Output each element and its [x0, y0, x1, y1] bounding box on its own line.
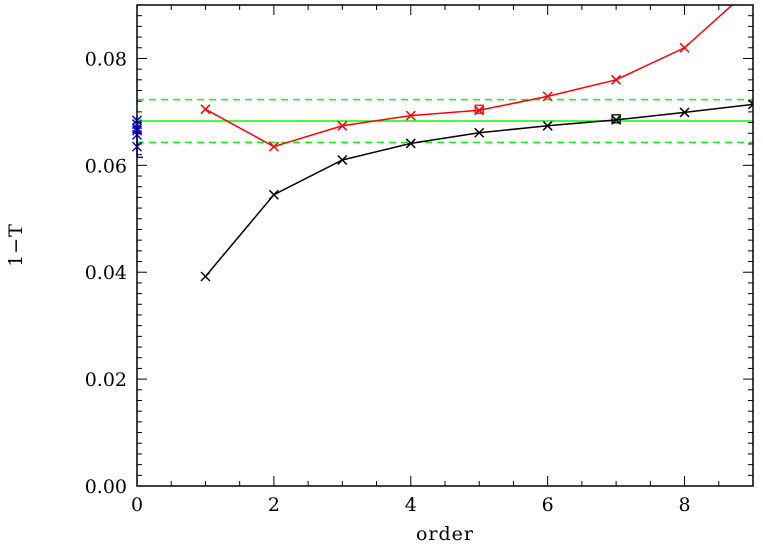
- axis-ticks: [136, 4, 754, 487]
- series-1-point-4: [405, 138, 416, 149]
- series-2-point-1: [200, 104, 211, 115]
- plot-frame: [136, 4, 754, 487]
- series-1-point-1-stroke-b: [200, 271, 211, 282]
- series-2-line: [205, 5, 734, 148]
- series-2-square-marker: [474, 104, 484, 114]
- series-1-point-8-stroke-b: [679, 107, 690, 118]
- x-axis-label: order: [416, 523, 474, 545]
- y-tick-label-3: 0.06: [85, 155, 127, 177]
- y-axis-label: 1−T: [5, 223, 27, 267]
- series-2-point-7: [611, 74, 622, 85]
- series-2-point-2: [268, 141, 279, 152]
- series-1: [200, 99, 753, 282]
- x-tick-label-4: 8: [679, 494, 691, 516]
- reference-lines: [137, 98, 753, 144]
- series-1-point-6: [542, 120, 553, 131]
- series-1-point-9-stroke-b: [747, 103, 753, 110]
- series-2-point-4: [405, 110, 416, 121]
- series-2-point-4-stroke-b: [405, 110, 416, 121]
- y-tick-label-4: 0.08: [85, 48, 127, 70]
- x-tick-label-0: 0: [131, 494, 143, 516]
- x-tick-label-2: 4: [405, 494, 417, 516]
- y-tick-label-2: 0.04: [85, 262, 127, 284]
- series-2-point-2-stroke-b: [268, 141, 279, 152]
- x-tick-label-3: 6: [542, 494, 554, 516]
- series-1-point-6-stroke-b: [542, 120, 553, 131]
- x-tick-label-1: 2: [268, 494, 280, 516]
- series-1-point-5: [474, 127, 485, 138]
- series-1-square-marker: [611, 114, 621, 124]
- series-1-point-2-stroke-b: [268, 189, 279, 200]
- series-1-point-8: [679, 107, 690, 118]
- series-1-point-3-stroke-b: [337, 154, 348, 166]
- series-2-point-8: [679, 42, 690, 53]
- series-2-point-6: [542, 91, 553, 102]
- series-2-point-6-stroke-b: [542, 91, 553, 102]
- series-group: [200, 5, 753, 282]
- series-1-point-5-stroke-b: [474, 127, 485, 138]
- series-1-point-4-stroke-b: [405, 138, 416, 149]
- tick-labels: 0 2 4 6 8 0.00 0.02 0.04 0.06 0.08: [85, 48, 691, 516]
- series-1-point-1: [200, 271, 211, 282]
- series-1-line: [204, 103, 753, 277]
- series-1-point-3: [337, 154, 348, 166]
- series-2-point-8-stroke-b: [679, 42, 690, 53]
- y-tick-label-0: 0.00: [85, 476, 127, 498]
- series-2: [200, 5, 734, 152]
- series-2-point-3: [337, 120, 348, 131]
- series-2-point-3-stroke-b: [337, 120, 348, 131]
- series-2-point-1-stroke-b: [200, 104, 211, 115]
- series-1-point-2: [268, 189, 279, 200]
- series-2-point-7-stroke-b: [611, 74, 622, 85]
- y-tick-label-1: 0.02: [85, 369, 127, 391]
